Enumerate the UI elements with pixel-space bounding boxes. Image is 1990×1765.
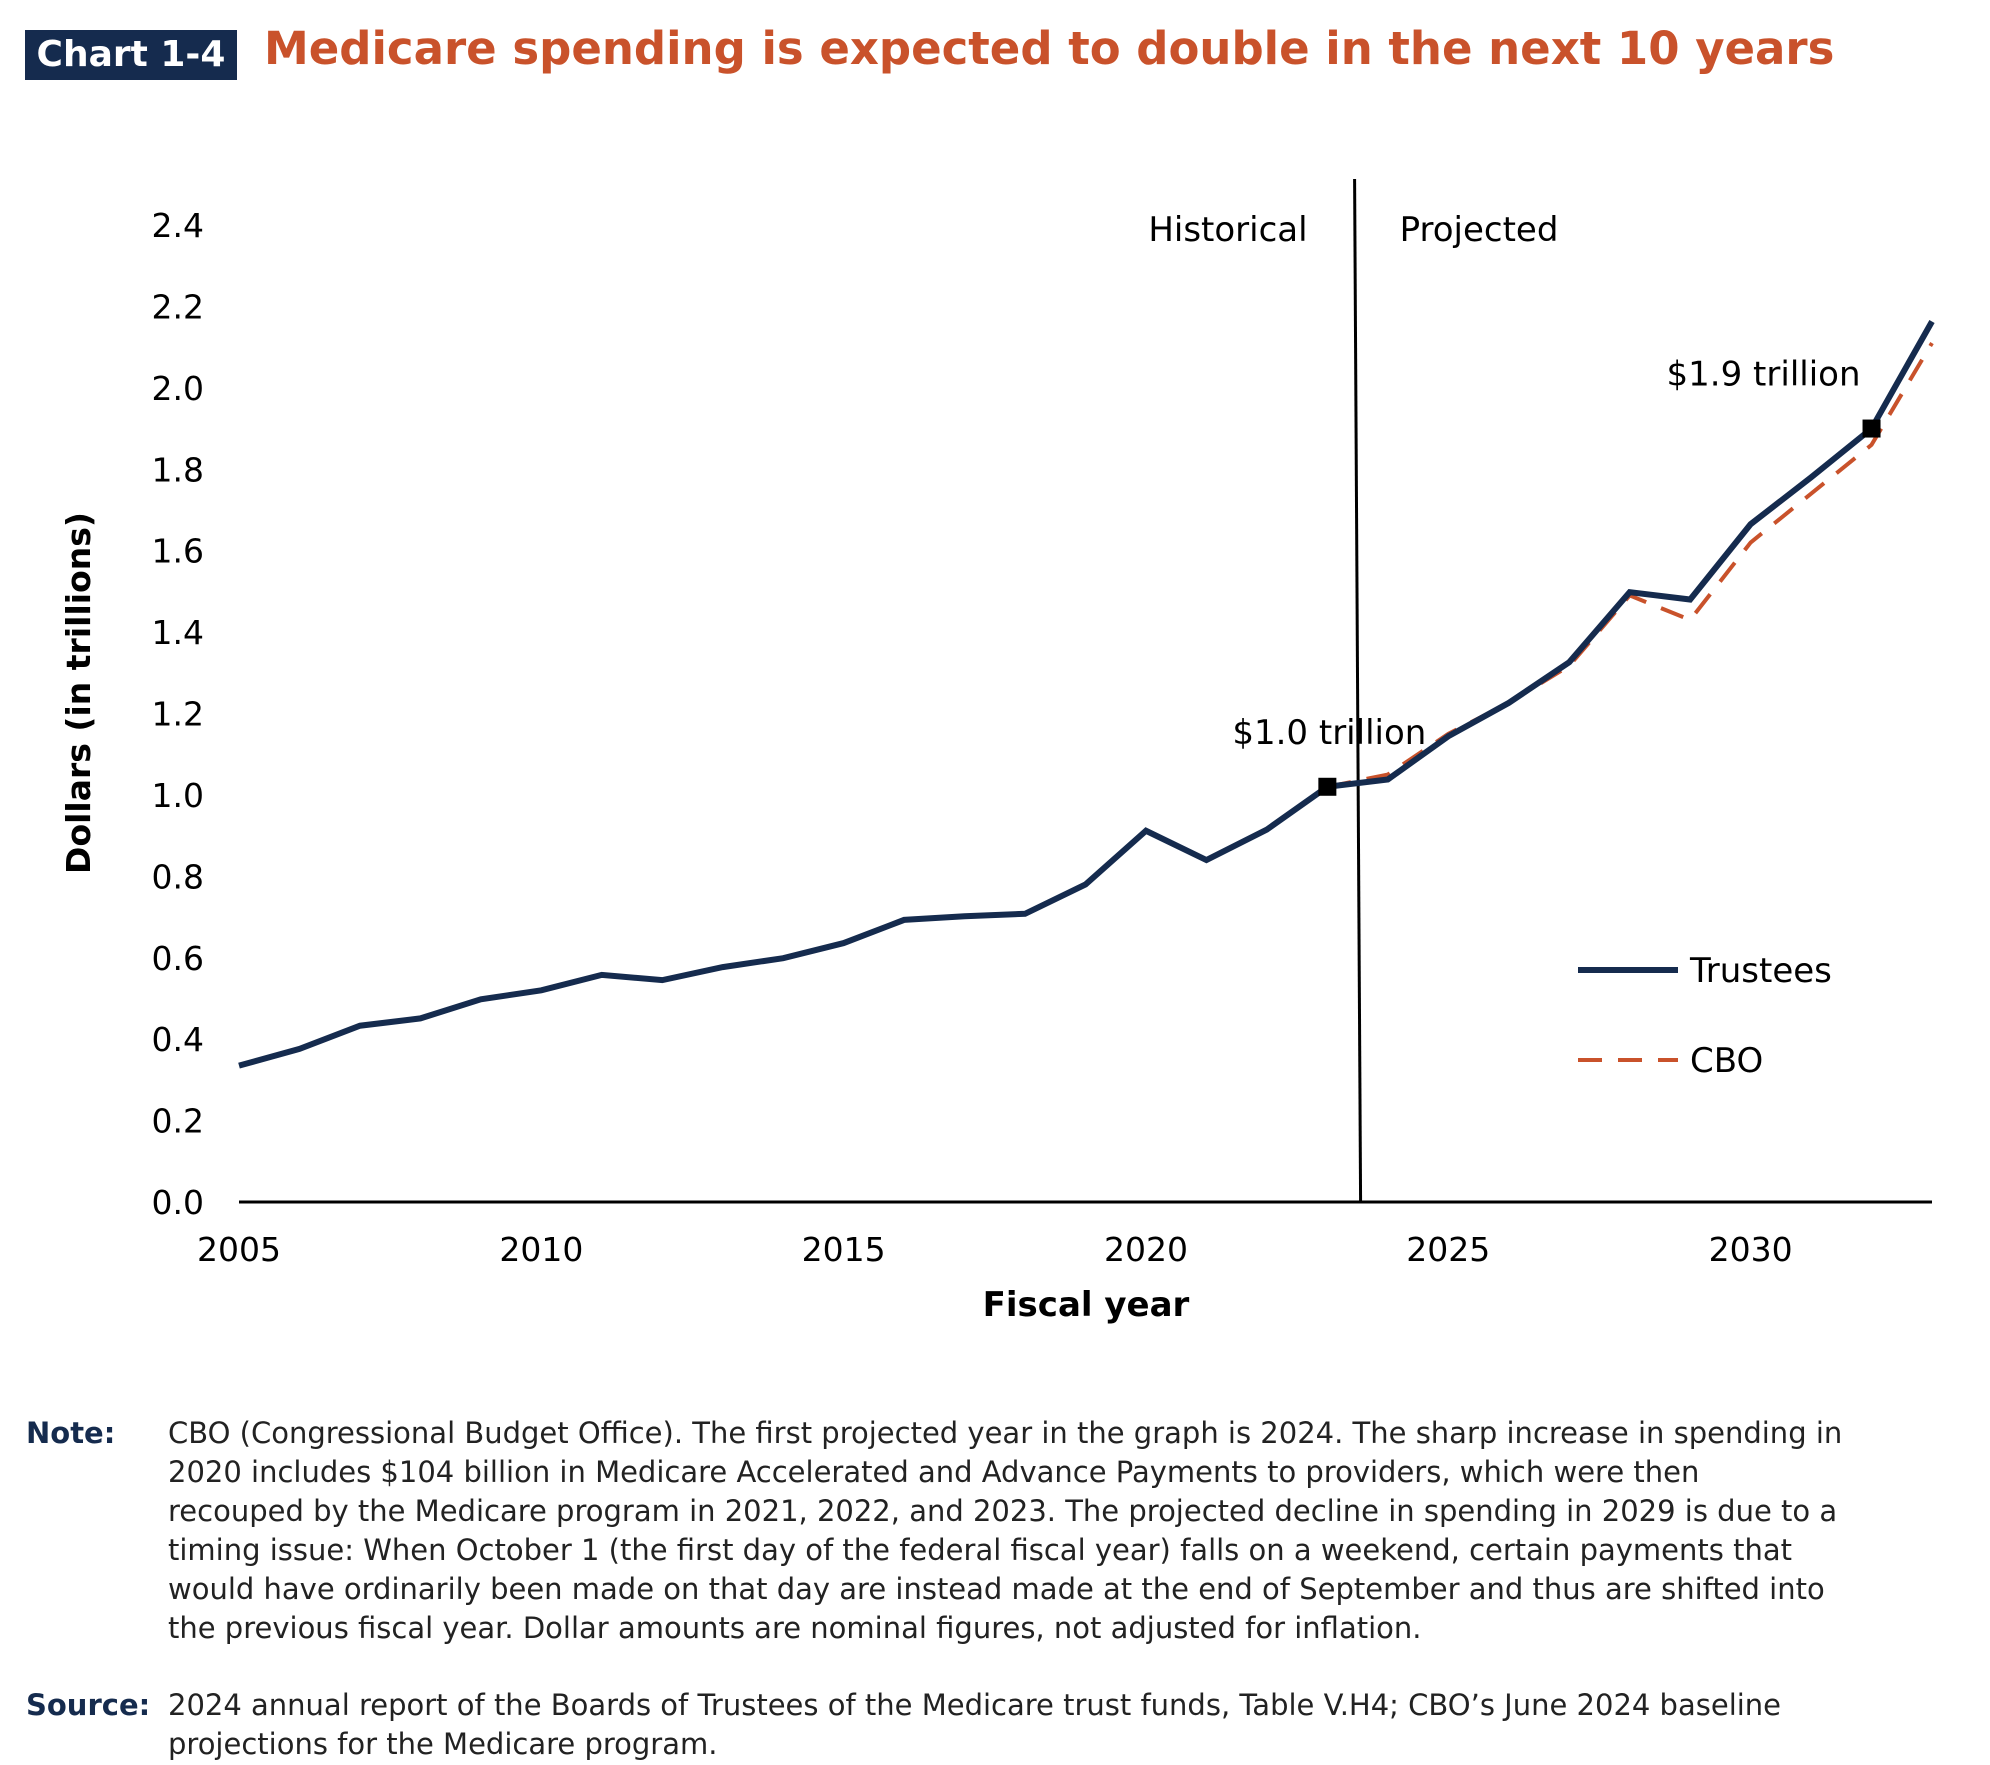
- y-tick-label: 2.4: [152, 206, 204, 245]
- legend-label: Trustees: [1689, 951, 1832, 991]
- note-line: timing issue: When October 1 (the first …: [168, 1533, 1792, 1567]
- annotation-label: $1.0 trillion: [1232, 713, 1426, 753]
- y-tick-label: 1.6: [152, 532, 204, 571]
- y-tick-label: 0.4: [152, 1020, 204, 1059]
- note-line: 2020 includes $104 billion in Medicare A…: [168, 1455, 1700, 1489]
- note-line: recouped by the Medicare program in 2021…: [168, 1494, 1838, 1528]
- y-tick-label: 0.6: [152, 939, 204, 978]
- y-tick-label: 0.0: [152, 1183, 204, 1222]
- note-line: CBO (Congressional Budget Office). The f…: [168, 1416, 1843, 1450]
- y-axis-label: Dollars (in trillions): [59, 512, 98, 874]
- line-chart: 0.00.20.40.60.81.01.21.41.61.82.02.22.4 …: [59, 178, 1935, 1325]
- y-tick-label: 1.4: [152, 613, 204, 652]
- y-tick-label: 2.2: [152, 287, 204, 326]
- y-tick-label: 0.8: [152, 857, 204, 896]
- series-line-trustees: [238, 320, 1935, 1069]
- historical-label: Historical: [1148, 210, 1307, 250]
- note-line: would have ordinarily been made on that …: [168, 1572, 1825, 1606]
- x-tick-label: 2010: [499, 1230, 583, 1269]
- y-tick-label: 1.8: [152, 450, 204, 489]
- x-tick-label: 2005: [197, 1230, 281, 1269]
- chart-title: Medicare spending is expected to double …: [264, 22, 1835, 75]
- x-tick-label: 2020: [1104, 1230, 1188, 1269]
- source-line: 2024 annual report of the Boards of Trus…: [168, 1688, 1782, 1722]
- source-label: Source:: [26, 1688, 151, 1722]
- annotation-marker: [1318, 777, 1337, 796]
- note-line: the previous fiscal year. Dollar amounts…: [168, 1611, 1422, 1645]
- historical-projected-divider: [1353, 178, 1363, 1203]
- chart-number-badge: Chart 1-4: [25, 30, 237, 80]
- projected-label: Projected: [1400, 210, 1559, 250]
- source-line: projections for the Medicare program.: [168, 1727, 718, 1761]
- annotation-marker: [1862, 419, 1881, 438]
- y-tick-label: 2.0: [152, 369, 204, 408]
- x-axis-label: Fiscal year: [983, 1285, 1190, 1325]
- legend-label: CBO: [1690, 1041, 1763, 1081]
- y-tick-label: 1.2: [152, 695, 204, 734]
- x-tick-label: 2030: [1709, 1230, 1793, 1269]
- y-tick-label: 1.0: [152, 776, 204, 815]
- note-label: Note:: [26, 1416, 116, 1450]
- x-tick-label: 2015: [802, 1230, 886, 1269]
- annotation-label: $1.9 trillion: [1667, 355, 1861, 395]
- y-tick-label: 0.2: [152, 1102, 204, 1141]
- x-tick-label: 2025: [1406, 1230, 1490, 1269]
